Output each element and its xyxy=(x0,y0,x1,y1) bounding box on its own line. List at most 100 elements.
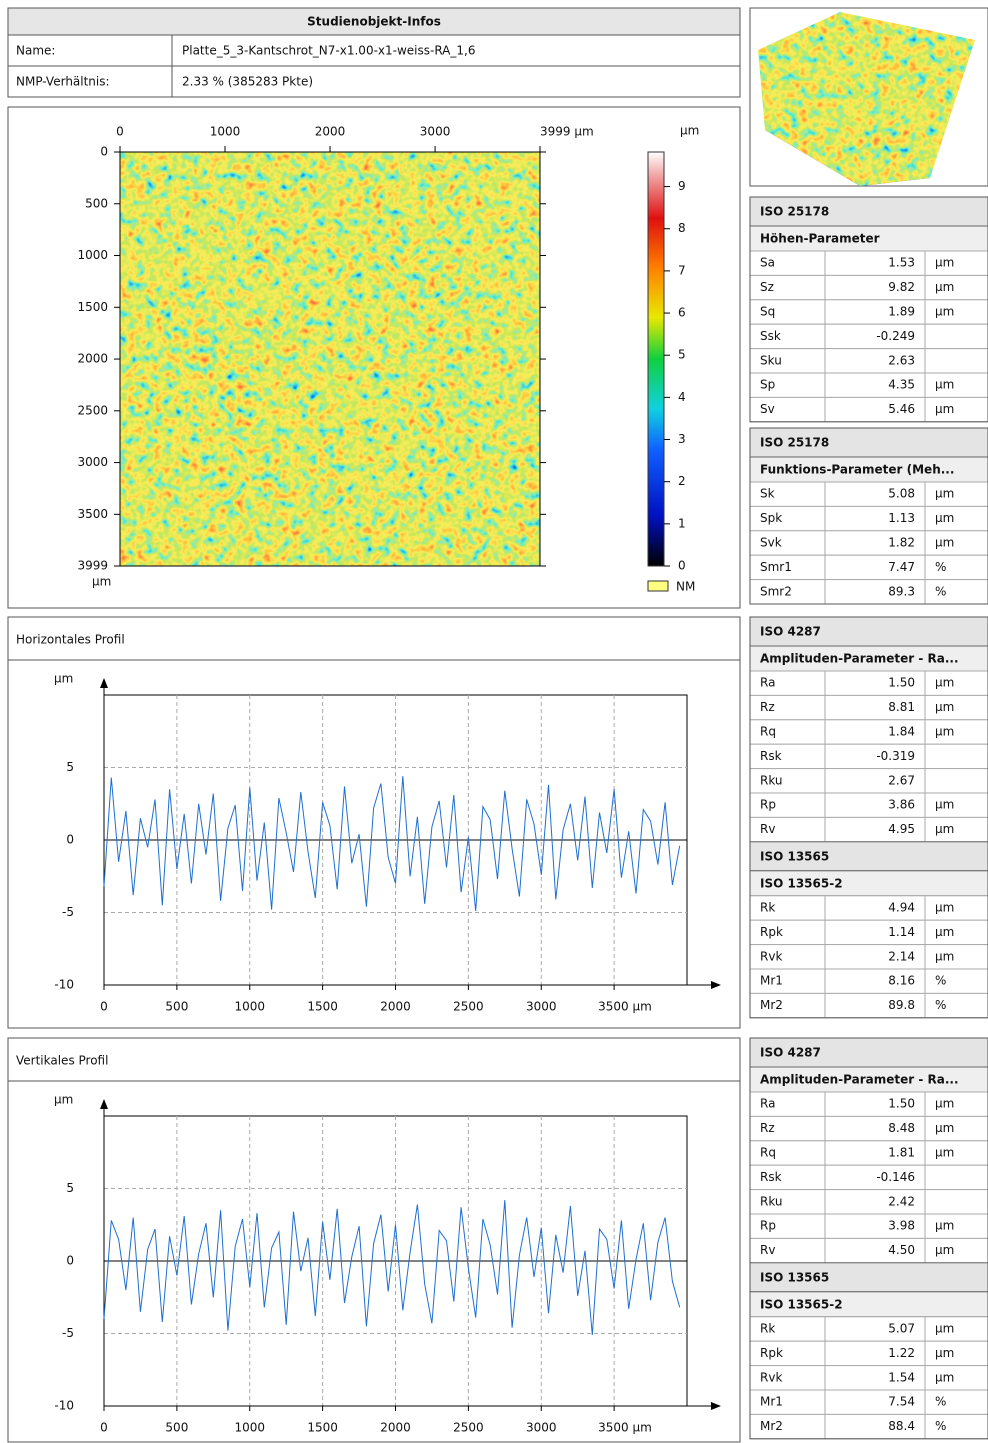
x-tick-label: 1500 xyxy=(307,1421,338,1435)
table-row xyxy=(749,719,988,745)
param-unit: µm xyxy=(935,256,954,270)
table-header xyxy=(749,196,988,227)
table-row xyxy=(749,919,988,946)
table-row xyxy=(749,396,988,423)
table-subtitle: Amplituden-Parameter - Ra... xyxy=(760,1073,959,1087)
param-value: 2.42 xyxy=(888,1194,915,1208)
colorbar-label: 8 xyxy=(678,221,686,235)
x-tick-label: 1000 xyxy=(234,1000,265,1014)
param-value: 2.14 xyxy=(888,949,915,963)
info-value: 2.33 % (385283 Pkte) xyxy=(182,75,313,89)
param-value: 1.50 xyxy=(888,1097,915,1111)
param-name: Ssk xyxy=(760,329,781,343)
param-unit: µm xyxy=(935,1146,954,1160)
param-name: Rp xyxy=(760,1219,776,1233)
map-panel xyxy=(7,106,741,609)
param-name: Rku xyxy=(760,773,783,787)
x-tick-label: 1500 xyxy=(307,1000,338,1014)
param-unit: µm xyxy=(935,511,954,525)
colorbar-label: 0 xyxy=(678,559,686,573)
y-tick-label: 1000 xyxy=(77,248,108,262)
table-frame xyxy=(749,1037,988,1440)
param-value: 4.50 xyxy=(888,1243,915,1257)
table-subtitle: ISO 13565-2 xyxy=(760,1297,843,1311)
param-unit: µm xyxy=(935,676,954,690)
x-tick-label: 3500 µm xyxy=(598,1000,652,1014)
profile-line xyxy=(103,776,681,912)
param-unit: µm xyxy=(935,1219,954,1233)
param-name: Sz xyxy=(760,280,774,294)
table-row xyxy=(749,1413,988,1440)
colorbar-label: 6 xyxy=(678,306,686,320)
param-value: -0.146 xyxy=(876,1170,915,1184)
table-row xyxy=(749,944,988,970)
param-name: Smr1 xyxy=(760,560,792,574)
param-unit: µm xyxy=(935,725,954,739)
x-tick-label: 500 xyxy=(165,1000,188,1014)
info-label: NMP-Verhältnis: xyxy=(16,75,110,89)
table-subheader xyxy=(749,870,988,897)
table-row xyxy=(749,968,988,994)
param-unit: µm xyxy=(935,901,954,915)
table-row xyxy=(749,1189,988,1215)
param-unit: µm xyxy=(935,798,954,812)
y-tick-label: 2500 xyxy=(77,403,108,417)
colorbar xyxy=(647,151,665,567)
table-row xyxy=(749,792,988,818)
table-row xyxy=(749,1389,988,1415)
param-name: Rk xyxy=(760,901,775,915)
table-title: ISO 25178 xyxy=(760,205,829,219)
param-value: 9.82 xyxy=(888,280,915,294)
x-tick-label: 0 xyxy=(100,1421,108,1435)
colorbar-label: 2 xyxy=(678,474,686,488)
table-row xyxy=(749,1316,988,1342)
param-name: Rpk xyxy=(760,925,783,939)
y-tick-label: 2000 xyxy=(77,352,108,366)
param-name: Mr2 xyxy=(760,998,783,1012)
y-tick-label: 3500 xyxy=(77,507,108,521)
param-value: 1.89 xyxy=(888,305,915,319)
param-unit: µm xyxy=(935,822,954,836)
table-row xyxy=(749,250,988,276)
x-tick-label: 2500 xyxy=(453,1000,484,1014)
param-unit: µm xyxy=(935,1097,954,1111)
table-row xyxy=(749,1237,988,1264)
param-value: 89.8 xyxy=(888,998,915,1012)
table-subheader xyxy=(749,456,988,483)
y-tick-label: -5 xyxy=(62,905,74,919)
param-value: 2.67 xyxy=(888,773,915,787)
param-value: 7.54 xyxy=(888,1395,915,1409)
param-unit: µm xyxy=(935,487,954,501)
x-tick-label: 1000 xyxy=(210,125,241,139)
param-unit: µm xyxy=(935,305,954,319)
nm-swatch xyxy=(647,580,669,592)
param-unit: µm xyxy=(935,1370,954,1384)
table-subtitle: Höhen-Parameter xyxy=(760,232,880,246)
param-value: 1.50 xyxy=(888,676,915,690)
param-unit: µm xyxy=(935,925,954,939)
param-value: 1.82 xyxy=(888,536,915,550)
y-tick-label: -10 xyxy=(54,978,74,992)
param-name: Sp xyxy=(760,378,775,392)
height-map-image xyxy=(120,152,540,566)
table-title: ISO 13565 xyxy=(760,849,829,863)
param-name: Sq xyxy=(760,305,775,319)
profile-title: Vertikales Profil xyxy=(16,1054,108,1068)
param-value: -0.249 xyxy=(876,329,915,343)
param-value: 4.35 xyxy=(888,378,915,392)
x-tick-label: 3000 xyxy=(526,1000,557,1014)
x-tick-label: 2000 xyxy=(380,1421,411,1435)
param-value: 5.07 xyxy=(888,1322,915,1336)
param-value: 3.98 xyxy=(888,1219,915,1233)
table-row xyxy=(749,694,988,721)
info-header xyxy=(7,7,741,36)
param-name: Rsk xyxy=(760,1170,782,1184)
param-unit: % xyxy=(935,1419,946,1433)
table-subtitle: Funktions-Parameter (Meh... xyxy=(760,463,954,477)
table-row xyxy=(749,323,988,350)
param-name: Svk xyxy=(760,536,782,550)
colorbar-label: 7 xyxy=(678,263,686,277)
param-name: Rpk xyxy=(760,1346,783,1360)
x-tick-label: 2500 xyxy=(453,1421,484,1435)
